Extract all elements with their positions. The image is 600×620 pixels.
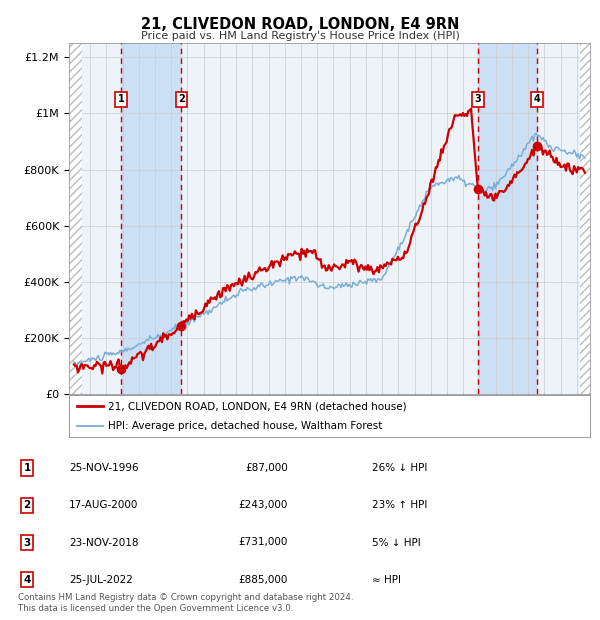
Text: 1: 1 (118, 94, 124, 104)
Text: £885,000: £885,000 (239, 575, 288, 585)
Text: 3: 3 (475, 94, 481, 104)
Text: 4: 4 (23, 575, 31, 585)
Text: 5% ↓ HPI: 5% ↓ HPI (372, 538, 421, 547)
Text: ≈ HPI: ≈ HPI (372, 575, 401, 585)
Text: HPI: Average price, detached house, Waltham Forest: HPI: Average price, detached house, Walt… (108, 421, 382, 431)
Bar (478, 43, 537, 394)
Bar (69, 43, 82, 394)
Text: 23-NOV-2018: 23-NOV-2018 (69, 538, 139, 547)
Text: 25-JUL-2022: 25-JUL-2022 (69, 575, 133, 585)
Text: Contains HM Land Registry data © Crown copyright and database right 2024.
This d: Contains HM Land Registry data © Crown c… (18, 593, 353, 613)
Text: 23% ↑ HPI: 23% ↑ HPI (372, 500, 427, 510)
Bar (121, 43, 181, 394)
Text: £243,000: £243,000 (239, 500, 288, 510)
Text: 21, CLIVEDON ROAD, LONDON, E4 9RN (detached house): 21, CLIVEDON ROAD, LONDON, E4 9RN (detac… (108, 401, 407, 411)
Text: 3: 3 (23, 538, 31, 547)
Bar (580, 43, 590, 394)
Text: 26% ↓ HPI: 26% ↓ HPI (372, 463, 427, 473)
Text: 2: 2 (178, 94, 185, 104)
Text: 21, CLIVEDON ROAD, LONDON, E4 9RN: 21, CLIVEDON ROAD, LONDON, E4 9RN (141, 17, 459, 32)
Text: £731,000: £731,000 (239, 538, 288, 547)
Text: Price paid vs. HM Land Registry's House Price Index (HPI): Price paid vs. HM Land Registry's House … (140, 31, 460, 41)
Text: £87,000: £87,000 (245, 463, 288, 473)
Text: 25-NOV-1996: 25-NOV-1996 (69, 463, 139, 473)
Text: 1: 1 (23, 463, 31, 473)
Text: 2: 2 (23, 500, 31, 510)
Text: 4: 4 (534, 94, 541, 104)
Text: 17-AUG-2000: 17-AUG-2000 (69, 500, 139, 510)
